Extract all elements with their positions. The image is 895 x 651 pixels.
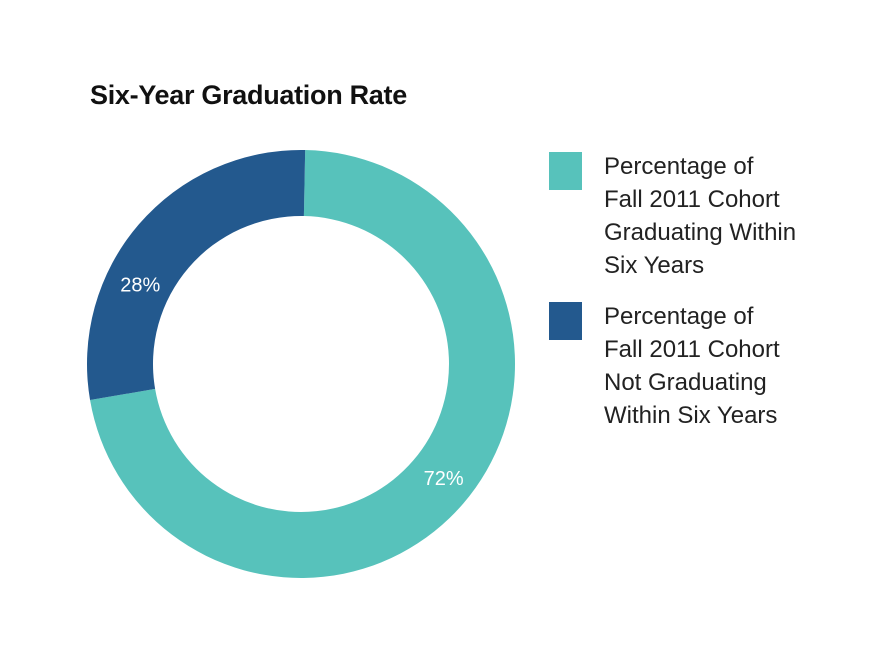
legend-swatch-graduating bbox=[549, 152, 582, 190]
legend-label-not-graduating: Percentage of Fall 2011 Cohort Not Gradu… bbox=[604, 303, 780, 429]
legend-item-graduating[interactable]: Percentage of Fall 2011 Cohort Graduatin… bbox=[549, 150, 869, 282]
slice-label-not-graduating: 28% bbox=[120, 275, 160, 297]
slice-graduating[interactable] bbox=[90, 150, 516, 578]
legend: Percentage of Fall 2011 Cohort Graduatin… bbox=[549, 150, 869, 450]
legend-label-graduating: Percentage of Fall 2011 Cohort Graduatin… bbox=[604, 153, 797, 279]
legend-item-not-graduating[interactable]: Percentage of Fall 2011 Cohort Not Gradu… bbox=[549, 300, 869, 432]
chart-title: Six-Year Graduation Rate bbox=[90, 80, 407, 110]
slice-label-graduating: 72% bbox=[424, 468, 464, 490]
legend-swatch-not-graduating bbox=[549, 302, 582, 340]
slice-not-graduating[interactable] bbox=[87, 150, 306, 400]
